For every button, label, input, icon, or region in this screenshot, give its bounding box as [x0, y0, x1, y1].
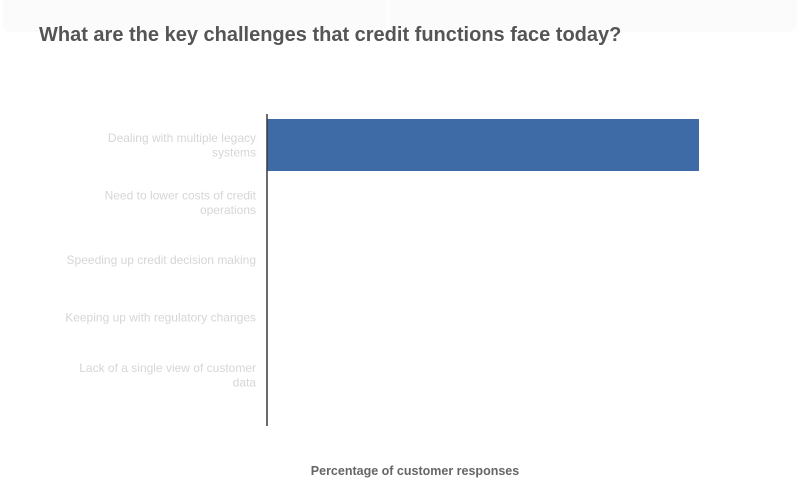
top-tab-left	[4, 0, 386, 30]
category-label: Speeding up credit decision making	[67, 253, 256, 267]
category-label: Need to lower costs of credit operations	[105, 188, 257, 217]
bar	[267, 119, 699, 171]
category-label: Lack of a single view of customer data	[79, 361, 256, 390]
x-axis-label: Percentage of customer responses	[311, 464, 519, 478]
chart-title: What are the key challenges that credit …	[39, 24, 622, 46]
top-tab-right	[390, 0, 796, 30]
bars-layer	[267, 119, 699, 171]
category-label: Dealing with multiple legacy systems	[108, 131, 256, 160]
category-labels: Dealing with multiple legacy systems Need …	[65, 131, 256, 390]
category-label: Keeping up with regulatory changes	[65, 311, 256, 325]
